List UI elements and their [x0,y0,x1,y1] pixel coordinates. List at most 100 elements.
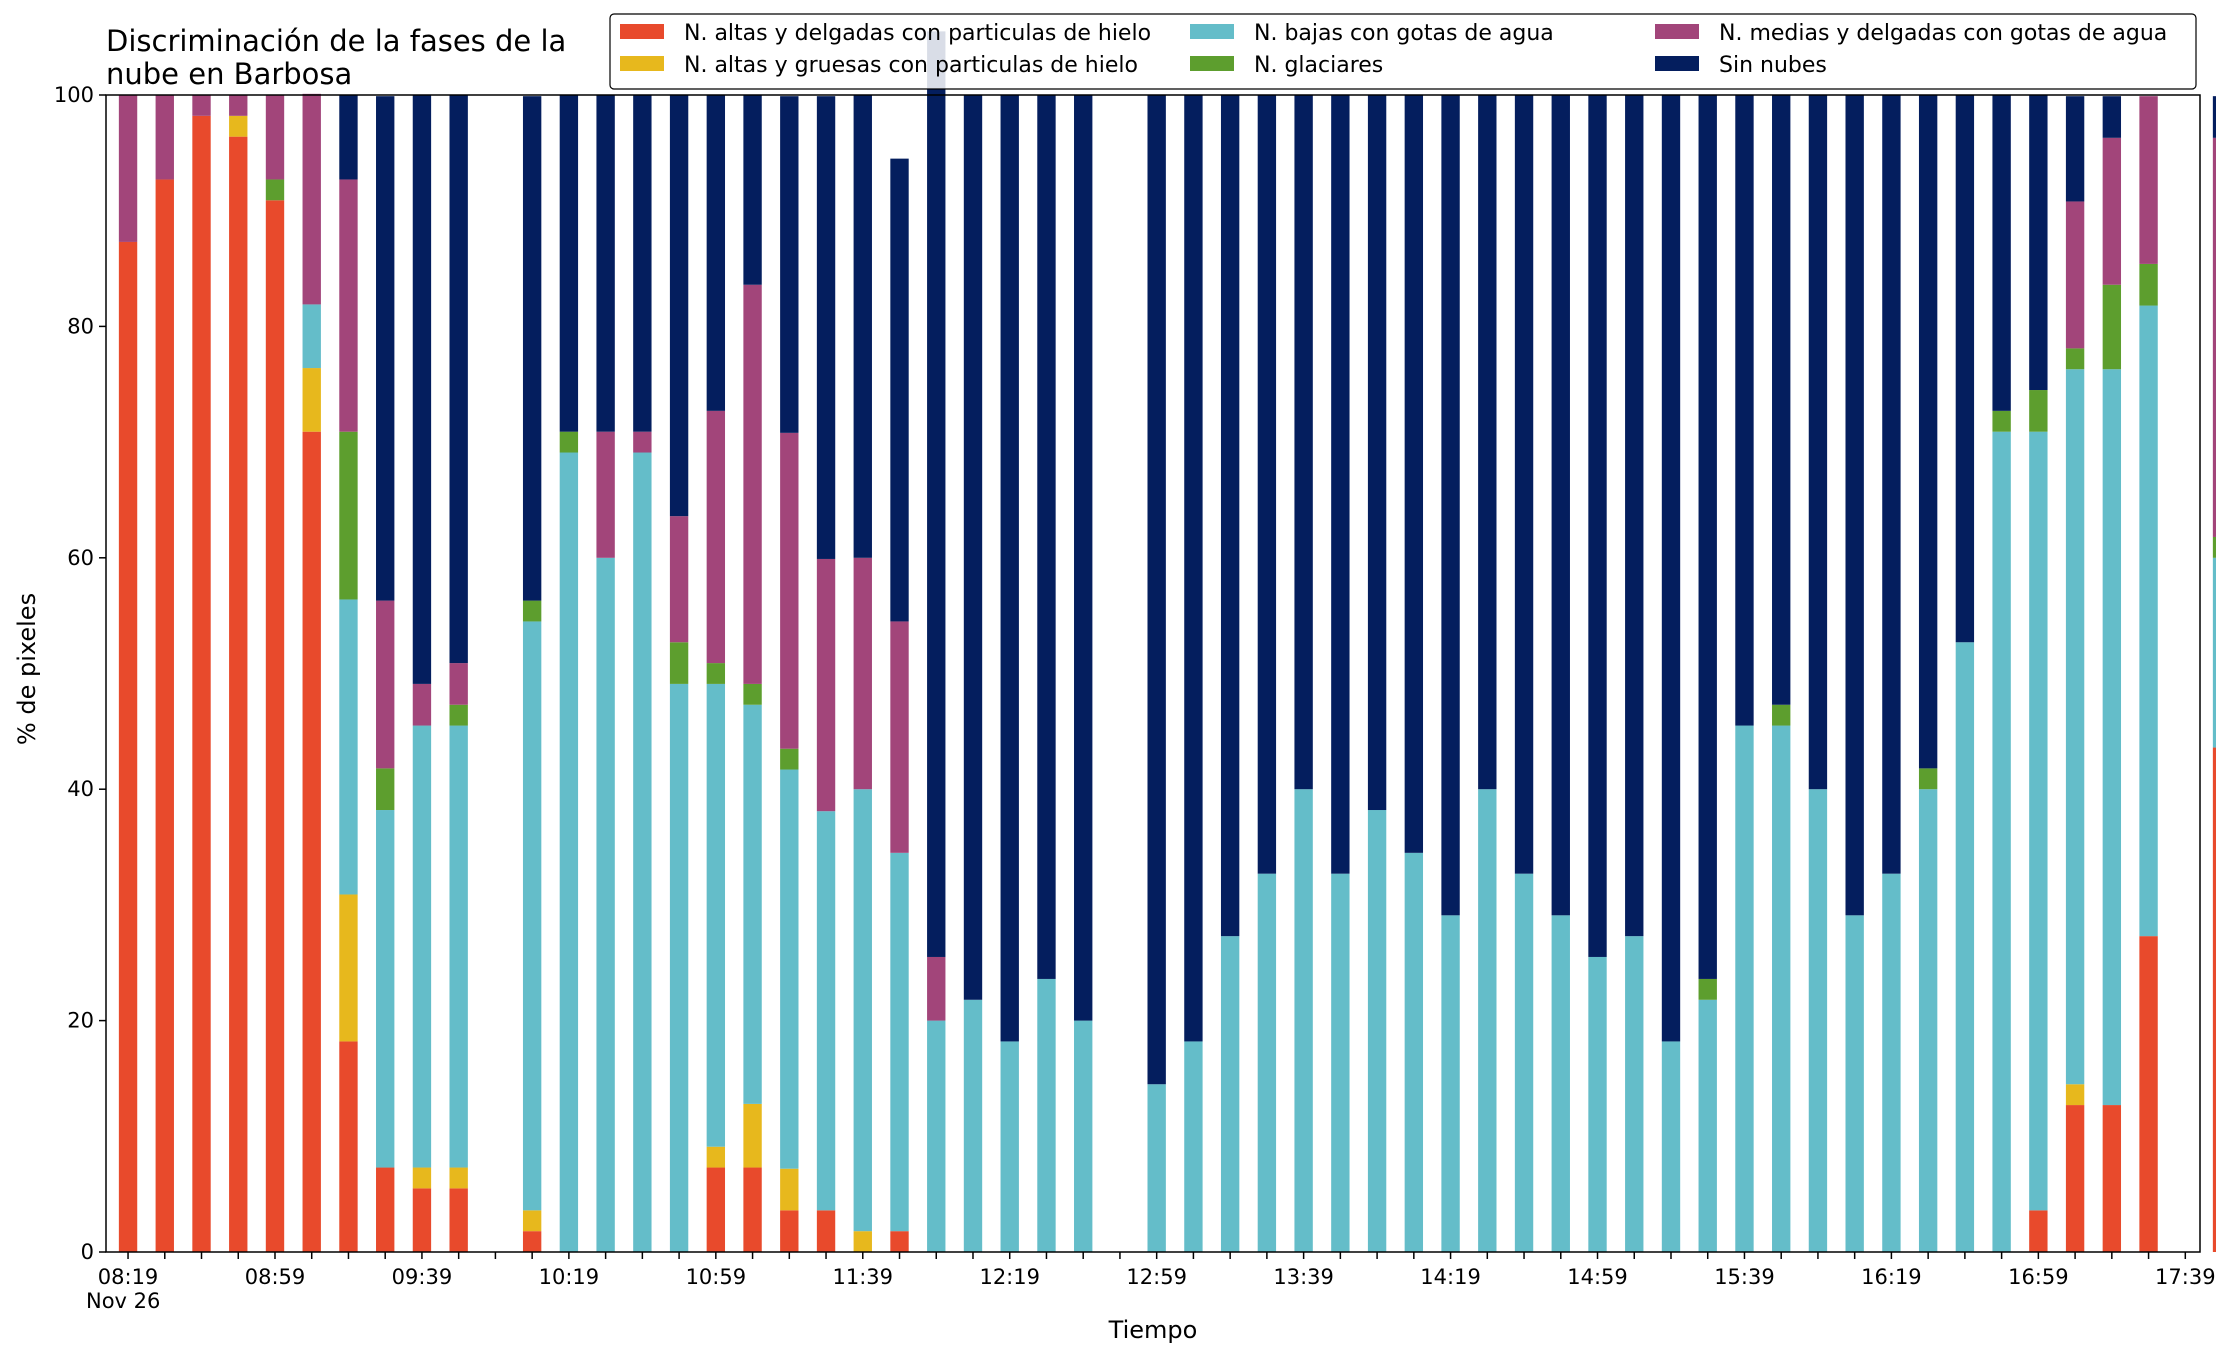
bar-segment-21-series-4 [890,621,909,853]
bar-segment-9-series-0 [449,1188,468,1252]
bar-segment-23-series-2 [963,999,983,1252]
bar-segment-7-series-2 [376,810,395,1168]
bar-segment-42-series-5 [1661,95,1681,1042]
bar-segment-51-series-2 [1992,431,2011,1252]
bar-segment-20-series-4 [853,557,872,790]
bar-segment-18-series-1 [780,1168,799,1211]
bar-segment-54-series-2 [2102,369,2122,1106]
bar-segment-16-series-0 [706,1167,726,1252]
bar-segment-11-series-1 [522,1210,542,1232]
bar-segment-39-series-2 [1551,915,1570,1252]
chart-title-line-2: nube en Barbosa [106,57,352,91]
bar-segment-1-series-0 [155,179,174,1253]
bar-segment-57-series-2 [2212,557,2216,748]
bar-segment-13-series-2 [596,557,615,1252]
bar-segment-53-series-4 [2065,201,2085,349]
bar-segment-15-series-3 [669,642,689,684]
bar-segment-37-series-5 [1478,95,1497,790]
bar-segment-6-series-3 [339,431,358,600]
bar-segment-4-series-0 [265,200,285,1252]
legend-swatch-2 [1190,24,1234,39]
bar-segment-31-series-2 [1257,873,1277,1252]
x-tick-label-5: 11:39 [833,1265,894,1289]
bar-segment-51-series-3 [1992,410,2011,432]
bar-segment-2-series-4 [192,95,211,116]
bar-segment-16-series-1 [706,1146,726,1168]
bar-segment-16-series-4 [706,410,726,664]
bar-segment-39-series-5 [1551,95,1570,916]
bar-segment-54-series-0 [2102,1105,2122,1252]
bar-segment-19-series-2 [816,811,836,1211]
bar-segment-23-series-5 [963,95,983,1000]
bar-segment-11-series-0 [522,1231,542,1252]
bar-segment-9-series-3 [449,704,468,726]
bar-segment-38-series-2 [1514,873,1534,1252]
bar-segment-25-series-2 [1037,978,1056,1252]
bar-segment-13-series-4 [596,431,615,558]
x-tick-label-6: 12:19 [979,1265,1040,1289]
bar-segment-53-series-2 [2065,369,2085,1085]
bar-segment-33-series-2 [1331,873,1350,1252]
bar-segment-17-series-1 [743,1103,762,1168]
x-tick-label-12: 16:19 [1861,1265,1922,1289]
x-tick-label-2: 09:39 [392,1265,453,1289]
bar-segment-52-series-5 [2029,95,2048,391]
bar-segment-22-series-4 [927,956,946,1021]
legend-swatch-0 [620,24,664,39]
bar-segment-19-series-4 [816,558,836,812]
bar-segment-35-series-5 [1404,95,1424,853]
bar-segment-9-series-5 [449,95,468,664]
y-tick-label-3: 60 [67,546,94,570]
y-axis: 0 20 40 60 80 100 [54,83,106,1264]
bar-segment-32-series-5 [1294,95,1313,790]
bar-segment-8-series-0 [412,1188,432,1252]
bar-segment-18-series-0 [780,1210,799,1252]
bar-segment-5-series-2 [302,304,321,369]
bar-segment-28-series-2 [1147,1084,1166,1252]
bar-segment-34-series-2 [1367,810,1387,1252]
bar-segment-35-series-2 [1404,852,1424,1252]
bar-segment-41-series-5 [1625,95,1644,937]
bar-segment-25-series-5 [1037,95,1056,979]
bar-segment-3-series-0 [229,136,248,1252]
bar-segment-32-series-2 [1294,789,1313,1252]
x-tick-label-3: 10:19 [539,1265,600,1289]
bar-segment-54-series-5 [2102,96,2122,138]
y-axis-label: % de pixeles [13,593,41,745]
plot-area-frame [105,94,2201,1253]
bar-segment-6-series-5 [339,95,358,180]
y-tick-label-1: 20 [67,1009,94,1033]
legend-label-3: N. glaciares [1254,53,1383,78]
bar-segment-52-series-2 [2029,431,2048,1211]
bar-segment-29-series-2 [1184,1041,1203,1252]
bar-segment-53-series-1 [2065,1084,2085,1106]
bar-segment-8-series-5 [412,95,432,684]
x-tick-label-7: 12:59 [1126,1265,1187,1289]
bar-segment-34-series-5 [1367,95,1387,811]
bar-segment-0-series-4 [118,95,138,242]
bar-segment-20-series-1 [853,1231,872,1252]
bar-segment-41-series-2 [1625,936,1644,1252]
bar-segment-37-series-2 [1478,789,1497,1252]
legend-swatch-5 [1655,56,1699,71]
bar-segment-8-series-2 [412,725,432,1168]
bar-segment-15-series-5 [669,95,689,517]
bar-segment-18-series-4 [780,432,799,749]
bar-segment-54-series-3 [2102,284,2122,370]
y-tick-label-4: 80 [67,314,94,338]
chart-title-line-1: Discriminación de la fases de la [106,24,566,58]
bar-segment-11-series-2 [522,621,542,1211]
bar-segment-19-series-0 [816,1210,836,1252]
bar-segment-7-series-0 [376,1167,395,1252]
bar-segment-45-series-5 [1772,95,1791,705]
bar-segment-17-series-3 [743,683,762,705]
bar-segment-57-series-0 [2212,747,2216,1252]
bar-segment-14-series-5 [633,95,652,432]
bar-segment-30-series-2 [1220,936,1240,1252]
y-tick-label-2: 40 [67,777,94,801]
x-tick-label-10: 14:59 [1567,1265,1628,1289]
bar-segment-53-series-0 [2065,1105,2085,1252]
bar-segment-44-series-5 [1735,95,1754,726]
bar-segment-45-series-2 [1772,725,1791,1252]
bar-segment-8-series-1 [412,1167,432,1189]
